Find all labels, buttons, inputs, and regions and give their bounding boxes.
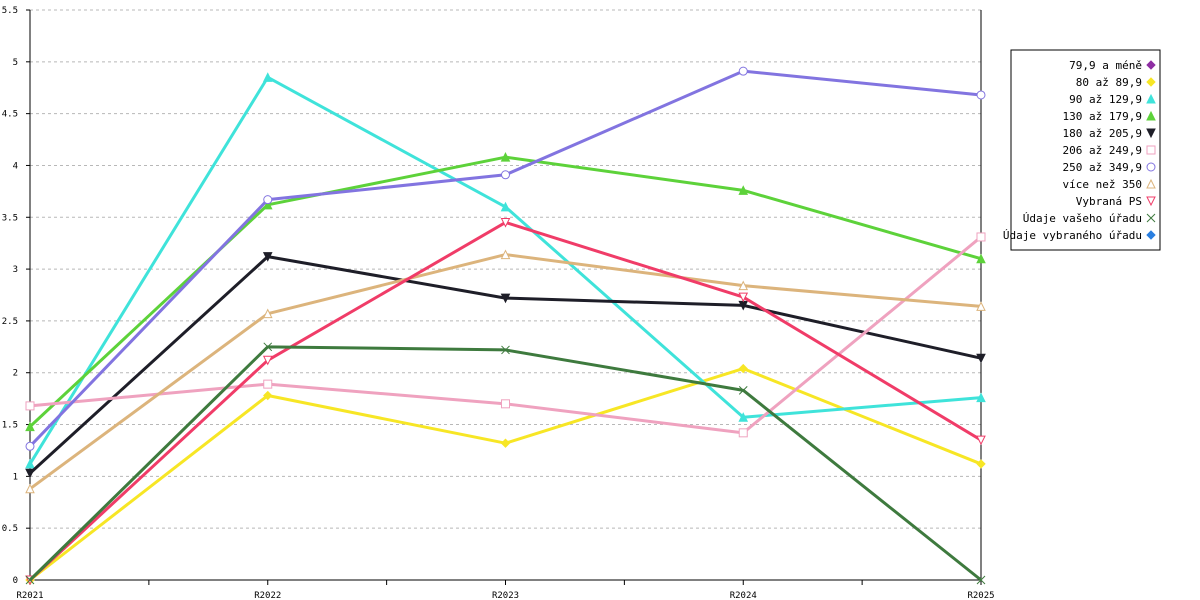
data-point xyxy=(1146,196,1156,207)
series-line xyxy=(29,253,982,491)
data-point xyxy=(262,355,273,366)
y-tick-label: 1 xyxy=(13,472,18,482)
y-tick-label: 0 xyxy=(13,576,18,586)
gridlines xyxy=(30,9,981,529)
data-point xyxy=(738,412,749,422)
legend: 79,9 a méně 80 až 89,9 90 až 129,9 130 až 1… xyxy=(1003,49,1161,251)
data-point xyxy=(262,308,273,319)
data-point xyxy=(25,468,35,479)
data-point xyxy=(1146,60,1156,70)
data-point xyxy=(500,217,511,228)
data-point xyxy=(500,201,511,212)
data-point xyxy=(500,438,511,448)
y-tick-label: 2.5 xyxy=(2,317,18,327)
y-tick-label: 4.5 xyxy=(2,110,18,120)
y-axis-ticks: 0 0.5 1 1.5 2 2.5 3 3.5 4 4.5 5 5.5 xyxy=(2,6,30,586)
y-tick-label: 5 xyxy=(13,58,18,68)
data-point xyxy=(1146,162,1156,172)
data-point xyxy=(976,435,986,446)
data-point xyxy=(976,301,986,311)
legend-label: Údaje vašeho úřadu xyxy=(1023,212,1142,225)
legend-label: Údaje vybraného úřadu xyxy=(1003,229,1142,242)
x-tick-label: R2021 xyxy=(16,591,43,600)
legend-label: 79,9 a méně xyxy=(1069,59,1142,72)
data-point xyxy=(262,199,273,210)
x-tick-label: R2022 xyxy=(254,591,281,600)
data-point xyxy=(1146,230,1156,240)
data-point xyxy=(976,232,986,242)
legend-label: více než 350 xyxy=(1063,178,1142,191)
data-point xyxy=(738,280,749,291)
data-point xyxy=(25,575,35,585)
data-point xyxy=(976,90,986,100)
data-point xyxy=(501,170,510,180)
data-point xyxy=(263,195,273,205)
data-point xyxy=(1146,110,1156,121)
data-point xyxy=(1146,93,1156,104)
y-tick-label: 5.5 xyxy=(2,6,18,16)
data-point xyxy=(263,379,273,389)
data-point xyxy=(738,185,749,195)
x-tick-label: R2023 xyxy=(492,591,519,600)
data-point xyxy=(25,458,35,469)
data-point xyxy=(976,253,986,264)
legend-label: 90 až 129,9 xyxy=(1069,93,1142,106)
data-point xyxy=(1146,213,1156,223)
y-tick-label: 3 xyxy=(13,265,18,275)
data-point xyxy=(500,152,511,162)
data-point xyxy=(1146,77,1156,87)
data-point xyxy=(500,293,511,304)
data-point xyxy=(500,249,511,260)
data-point xyxy=(1146,145,1156,155)
data-point xyxy=(738,363,748,374)
data-point xyxy=(976,459,986,469)
legend-box xyxy=(1010,49,1161,251)
data-point xyxy=(738,66,748,76)
data-point xyxy=(976,575,986,585)
x-axis-ticks: R2021 R2022 R2023 R2024 R2025 xyxy=(16,580,995,600)
data-point xyxy=(738,385,748,395)
y-tick-label: 0.5 xyxy=(2,524,18,534)
data-point xyxy=(262,252,273,262)
data-point xyxy=(25,421,35,432)
data-point xyxy=(976,392,986,403)
data-point xyxy=(25,441,35,451)
data-point xyxy=(501,399,510,409)
legend-label: 206 až 249,9 xyxy=(1063,144,1142,157)
legend-label: 130 až 179,9 xyxy=(1063,110,1142,123)
x-tick-label: R2024 xyxy=(730,591,757,600)
legend-label: Vybraná PS xyxy=(1076,195,1142,208)
series-line xyxy=(28,155,982,428)
y-tick-label: 1.5 xyxy=(2,421,18,431)
x-tick-label: R2025 xyxy=(967,591,994,600)
series-lines xyxy=(25,66,986,586)
series-line xyxy=(28,345,982,582)
data-point xyxy=(1146,178,1156,189)
legend-label: 180 až 205,9 xyxy=(1063,127,1142,140)
y-tick-label: 2 xyxy=(13,369,18,379)
data-point xyxy=(262,72,273,82)
y-tick-label: 3.5 xyxy=(2,213,18,223)
legend-label: 80 až 89,9 xyxy=(1076,76,1142,89)
data-point xyxy=(25,401,35,411)
data-point xyxy=(263,342,273,352)
legend-label: 250 až 349,9 xyxy=(1063,161,1142,174)
data-point xyxy=(1146,128,1156,139)
data-point xyxy=(25,483,35,494)
data-point xyxy=(738,292,749,303)
data-point xyxy=(263,390,273,401)
data-point xyxy=(501,345,510,355)
y-tick-label: 4 xyxy=(13,161,18,171)
data-point xyxy=(738,428,748,438)
data-point xyxy=(976,353,986,364)
